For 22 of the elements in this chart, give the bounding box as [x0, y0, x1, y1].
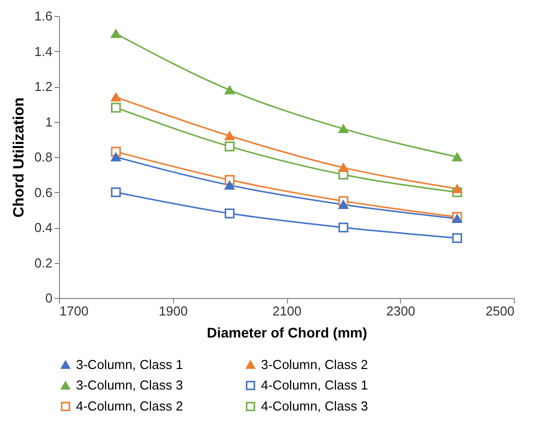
y-tick-label: 1.6: [34, 8, 52, 24]
x-tick-label: 2100: [272, 304, 302, 318]
y-tick-label: 1.2: [34, 79, 52, 94]
x-tick-label: 1900: [158, 304, 188, 318]
y-tick-label: 0: [45, 290, 52, 306]
y-tick-label: 0.8: [34, 150, 52, 164]
legend-label: 4-Column, Class 2: [76, 398, 183, 414]
y-axis-title: Chord Utilization: [10, 98, 28, 218]
y-tick-label: 0.2: [34, 255, 52, 270]
legend-label: 3-Column, Class 1: [76, 356, 183, 372]
legend-label: 3-Column, Class 3: [76, 378, 183, 392]
y-tick-label: 1.4: [34, 44, 52, 59]
x-axis-title: Diameter of Chord (mm): [206, 324, 368, 340]
y-tick-label: 1: [45, 114, 52, 130]
x-tick-label: 2500: [486, 304, 514, 318]
legend-label: 4-Column, Class 3: [261, 398, 368, 414]
legend-label: 3-Column, Class 2: [261, 356, 368, 372]
legend-label: 4-Column, Class 1: [261, 378, 368, 392]
x-tick-label: 2300: [386, 304, 416, 318]
y-tick-label: 0.6: [34, 184, 52, 200]
y-tick-label: 0.4: [34, 220, 52, 235]
x-tick-label: 1700: [60, 304, 88, 318]
